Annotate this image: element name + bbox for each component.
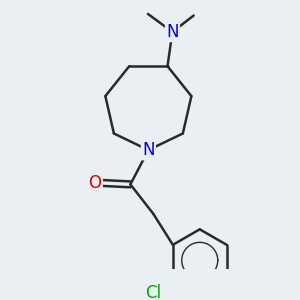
Text: Cl: Cl	[145, 284, 161, 300]
Text: O: O	[88, 174, 102, 192]
Text: N: N	[166, 23, 179, 41]
Text: N: N	[142, 141, 154, 159]
